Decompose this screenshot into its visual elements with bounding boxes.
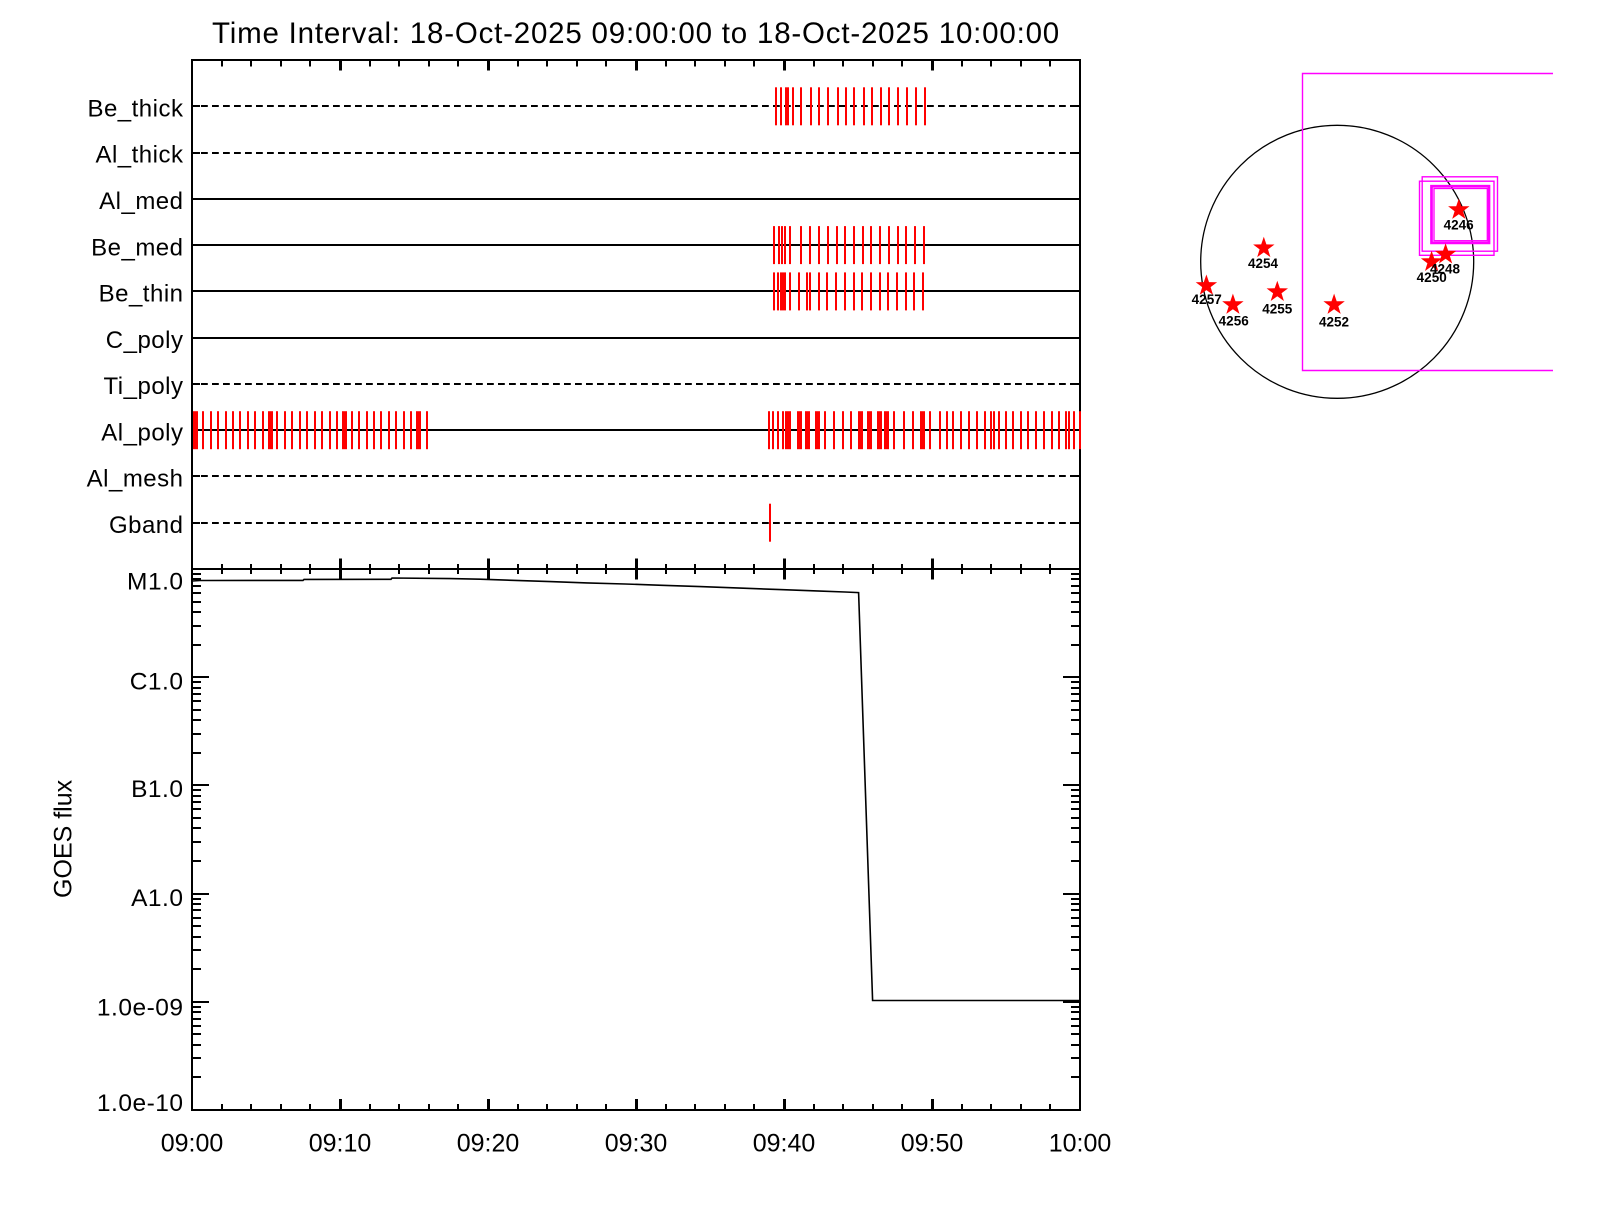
svg-text:09:30: 09:30 (605, 1130, 668, 1158)
svg-text:B1.0: B1.0 (131, 776, 183, 803)
svg-text:1.0e-10: 1.0e-10 (97, 1090, 184, 1117)
svg-text:4255: 4255 (1262, 302, 1293, 317)
svg-text:4248: 4248 (1430, 261, 1461, 276)
svg-text:09:00: 09:00 (161, 1130, 224, 1158)
svg-text:4256: 4256 (1219, 314, 1250, 329)
svg-text:Al_mesh: Al_mesh (87, 466, 184, 493)
svg-text:GOES flux: GOES flux (50, 779, 78, 898)
svg-text:Time Interval: 18-Oct-2025 09:: Time Interval: 18-Oct-2025 09:00:00 to 1… (212, 17, 1060, 50)
svg-text:4252: 4252 (1319, 314, 1349, 329)
svg-text:Be_thick: Be_thick (87, 96, 184, 123)
svg-text:Al_med: Al_med (99, 188, 183, 215)
svg-text:4257: 4257 (1192, 292, 1222, 307)
svg-text:09:50: 09:50 (901, 1130, 964, 1158)
svg-text:10:00: 10:00 (1049, 1130, 1112, 1158)
svg-text:C1.0: C1.0 (130, 668, 184, 695)
svg-text:4246: 4246 (1444, 217, 1475, 232)
svg-text:4250: 4250 (1417, 270, 1447, 285)
svg-text:Be_thin: Be_thin (99, 281, 184, 308)
svg-text:C_poly: C_poly (106, 327, 184, 354)
svg-text:09:20: 09:20 (457, 1130, 520, 1158)
svg-text:M1.0: M1.0 (127, 568, 183, 595)
svg-text:Ti_poly: Ti_poly (104, 373, 184, 400)
svg-text:Al_thick: Al_thick (95, 142, 184, 169)
svg-text:1.0e-09: 1.0e-09 (97, 995, 184, 1022)
svg-text:A1.0: A1.0 (131, 885, 183, 912)
svg-text:4254: 4254 (1248, 256, 1279, 271)
svg-text:09:10: 09:10 (309, 1130, 372, 1158)
svg-text:Gband: Gband (109, 512, 184, 539)
svg-text:09:40: 09:40 (753, 1130, 816, 1158)
svg-text:Be_med: Be_med (91, 234, 183, 261)
svg-text:Al_poly: Al_poly (101, 419, 183, 446)
